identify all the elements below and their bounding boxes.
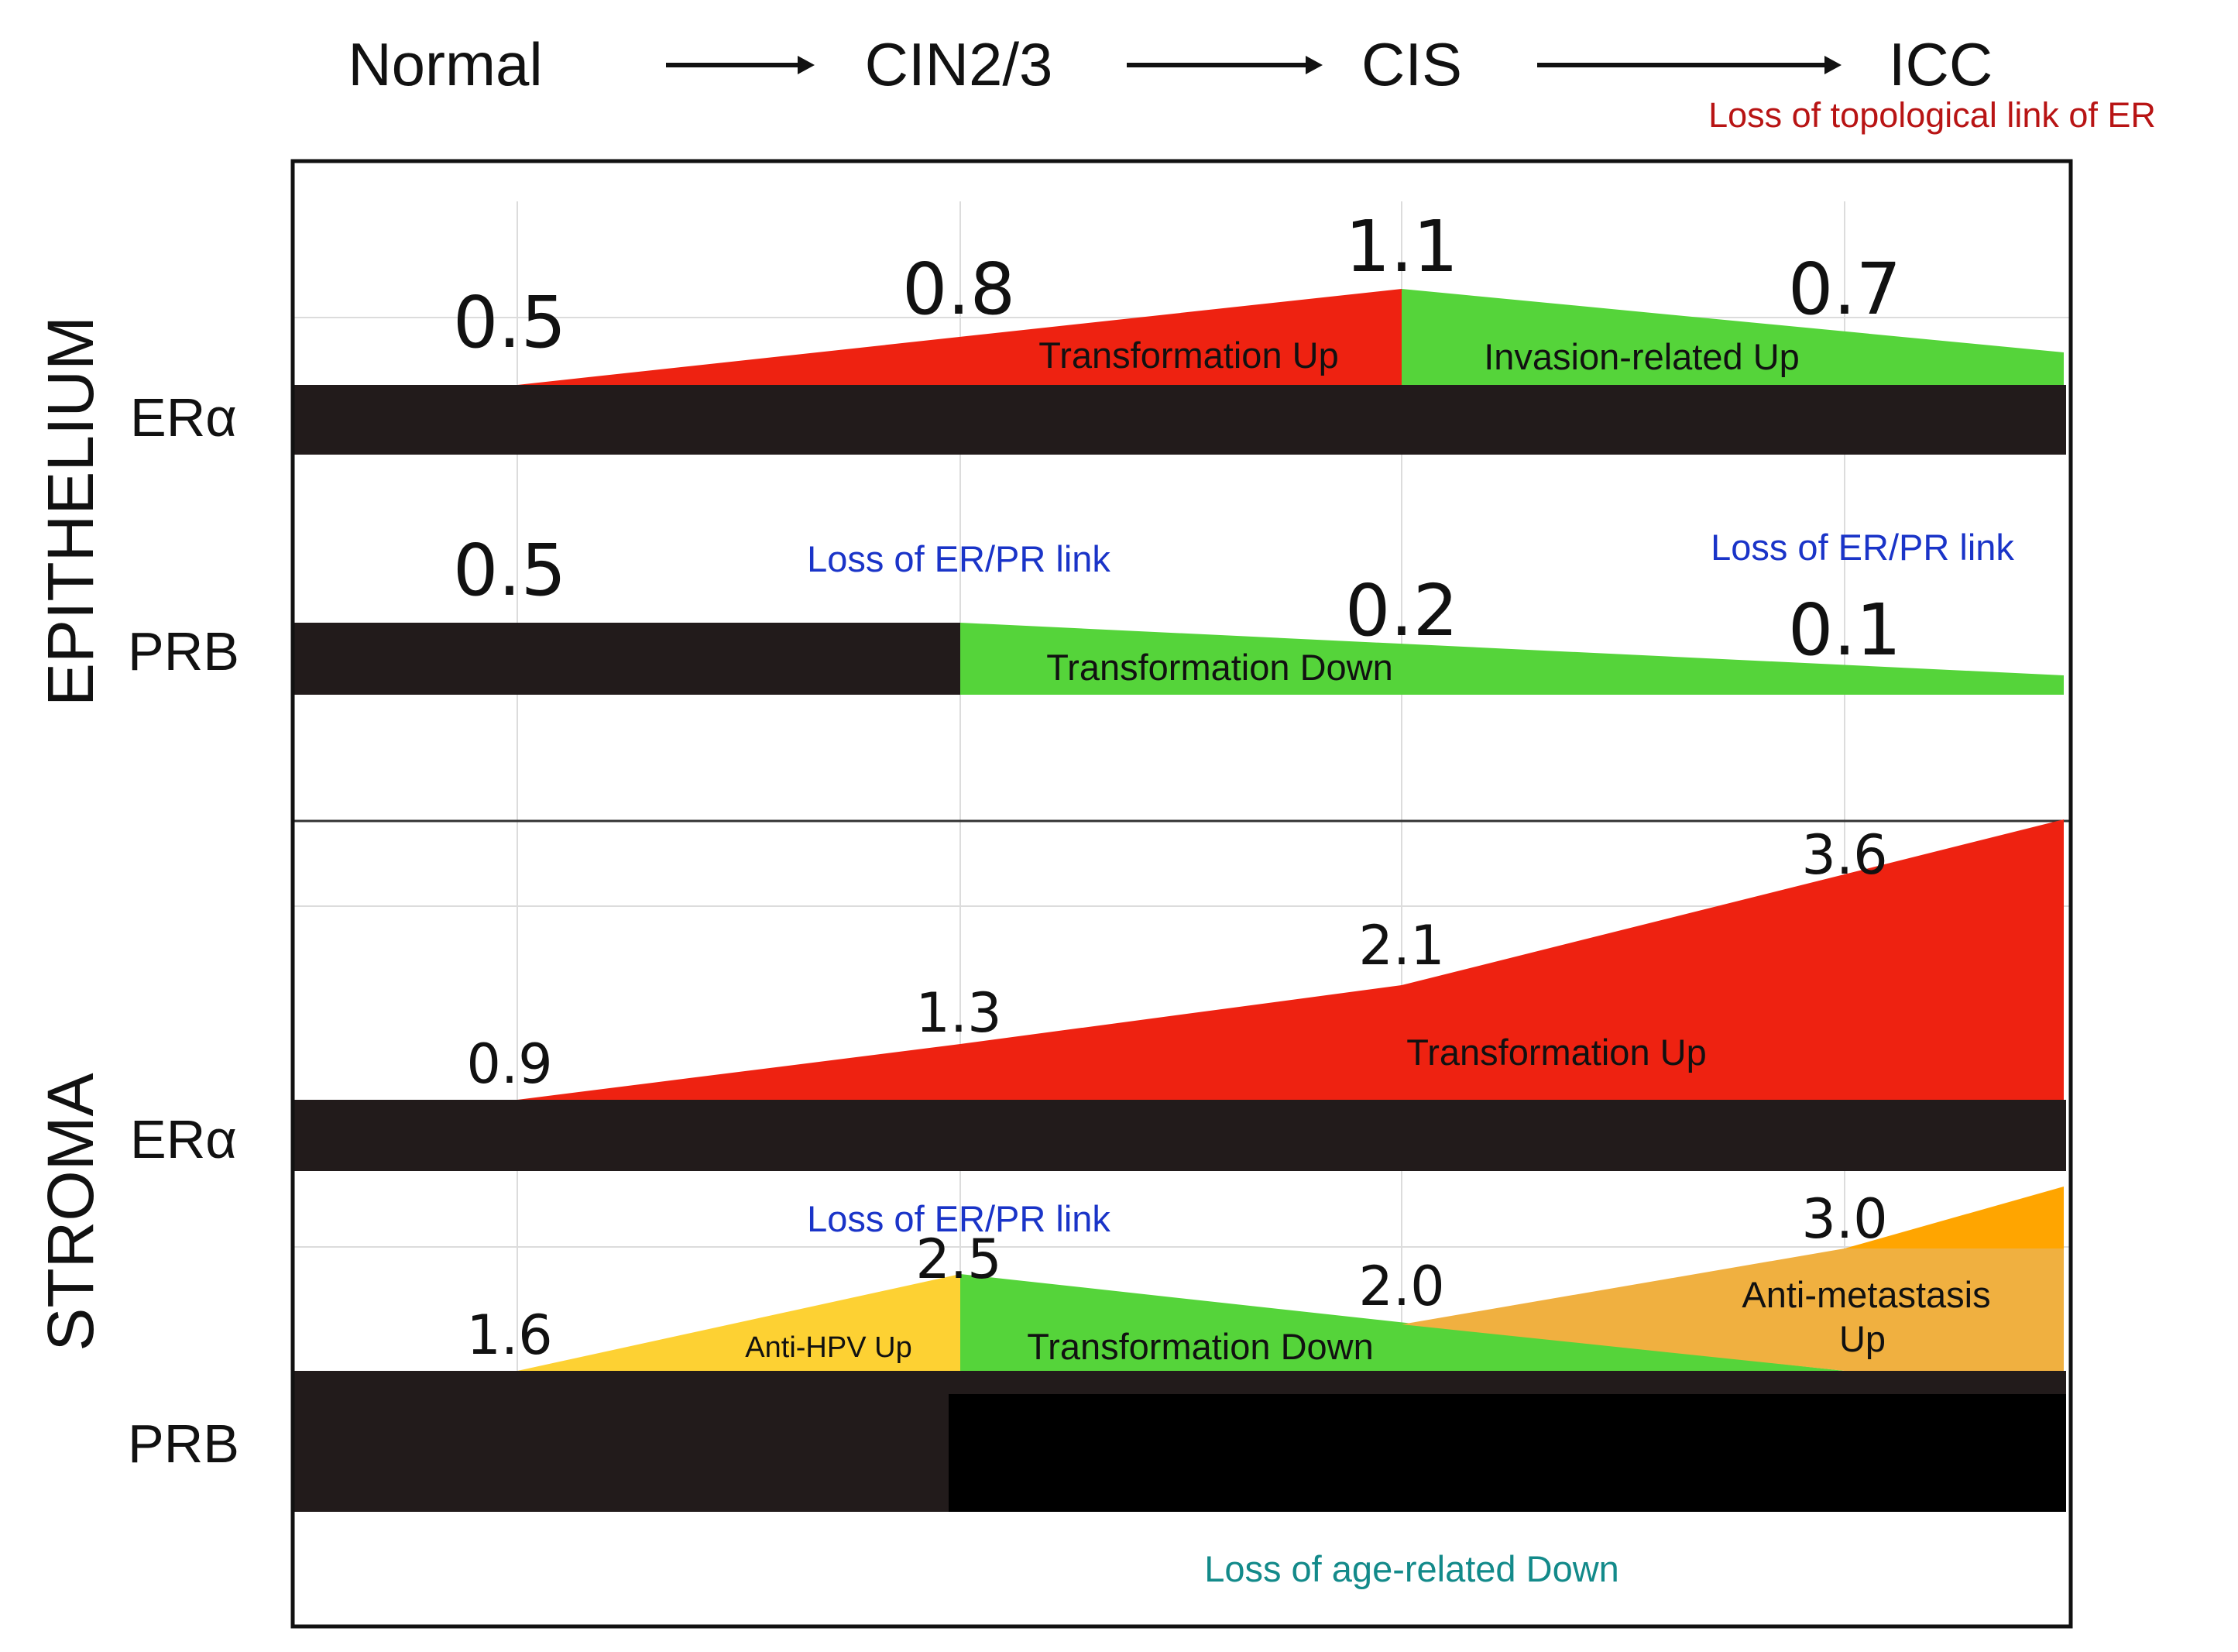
prb-baseline-bar bbox=[294, 623, 960, 695]
stage-label-icc: ICC bbox=[1889, 30, 1993, 98]
track-label: ERα bbox=[130, 1109, 237, 1169]
value-label: 0.9 bbox=[466, 1032, 552, 1096]
prb-anti-metastasis-tip bbox=[1845, 1187, 2064, 1248]
value-label: 0.8 bbox=[902, 248, 1015, 331]
value-label: 0.5 bbox=[453, 529, 566, 612]
er-pr-link-note: Loss of ER/PR link bbox=[807, 1198, 1110, 1239]
track-stroma-prb: PRB 1.6 2.5 2.0 3.0 Anti-HPV Up Transfor… bbox=[128, 1187, 2066, 1589]
stage-label-cis: CIS bbox=[1361, 30, 1462, 98]
er-pr-link-note: Loss of ER/PR link bbox=[1711, 527, 2014, 568]
value-label: 3.6 bbox=[1801, 823, 1887, 887]
track-epithelium-er: ERα 0.5 0.8 1.1 0.7 Transformation Up In… bbox=[130, 205, 2066, 455]
value-label: 2.1 bbox=[1358, 914, 1444, 977]
value-label: 0.5 bbox=[453, 281, 566, 364]
frame-border bbox=[290, 159, 2073, 1629]
annotation-anti-hpv-up: Anti-HPV Up bbox=[745, 1331, 911, 1364]
track-epithelium-prb: PRB 0.5 0.2 0.1 Transformation Down Loss… bbox=[128, 527, 2064, 695]
annotation-anti-metastasis: Anti-metastasis bbox=[1742, 1274, 1990, 1315]
stage-arrowhead bbox=[1824, 56, 1842, 74]
annotation-anti-metastasis-up: Up bbox=[1839, 1318, 1886, 1359]
prb-stroma-black-segment bbox=[949, 1394, 2066, 1512]
er-pr-link-note: Loss of ER/PR link bbox=[807, 538, 1110, 579]
value-label: 0.2 bbox=[1345, 569, 1458, 652]
prb-transformation-down-wedge bbox=[960, 623, 2064, 695]
annotation-transformation-up: Transformation Up bbox=[1038, 335, 1338, 376]
value-label: 2.0 bbox=[1358, 1255, 1444, 1318]
value-label: 1.6 bbox=[466, 1303, 552, 1367]
annotation-transformation-up: Transformation Up bbox=[1406, 1032, 1706, 1073]
prb-anti-metastasis-wedge bbox=[1402, 1248, 2064, 1371]
value-label: 1.3 bbox=[915, 981, 1001, 1045]
er-stroma-transformation-up-wedge bbox=[517, 819, 2064, 1100]
stage-header: Normal CIN2/3 CIS ICC Loss of topologica… bbox=[348, 30, 2156, 135]
er-stroma-baseline-bar bbox=[294, 1100, 2066, 1171]
value-label: 0.7 bbox=[1788, 248, 1901, 331]
track-label: PRB bbox=[128, 621, 239, 682]
er-transformation-up-wedge bbox=[517, 289, 1402, 385]
annotation-invasion-up: Invasion-related Up bbox=[1484, 336, 1800, 377]
tissue-label-stroma: STROMA bbox=[34, 1073, 107, 1351]
annotation-transformation-down: Transformation Down bbox=[1027, 1326, 1374, 1367]
value-label: 2.5 bbox=[915, 1228, 1001, 1291]
value-label: 3.0 bbox=[1801, 1187, 1887, 1251]
tissue-label-epithelium: EPITHELIUM bbox=[34, 316, 107, 706]
age-related-note: Loss of age-related Down bbox=[1204, 1548, 1619, 1589]
value-label: 0.1 bbox=[1788, 589, 1901, 671]
er-baseline-bar bbox=[294, 385, 2066, 455]
track-label: PRB bbox=[128, 1413, 239, 1474]
stage-arrowhead bbox=[798, 56, 815, 74]
stage-label-normal: Normal bbox=[348, 30, 542, 98]
value-label: 1.1 bbox=[1345, 205, 1458, 288]
track-label: ERα bbox=[130, 387, 237, 448]
track-stroma-er: ERα 0.9 1.3 2.1 3.6 Transformation Up bbox=[130, 819, 2066, 1171]
stage-arrowhead bbox=[1306, 56, 1323, 74]
annotation-transformation-down: Transformation Down bbox=[1046, 647, 1393, 688]
topological-link-note: Loss of topological link of ER bbox=[1708, 95, 2156, 135]
er-invasion-up-wedge bbox=[1402, 289, 2064, 385]
prb-anti-hpv-wedge bbox=[517, 1274, 960, 1371]
stage-label-cin: CIN2/3 bbox=[865, 30, 1053, 98]
